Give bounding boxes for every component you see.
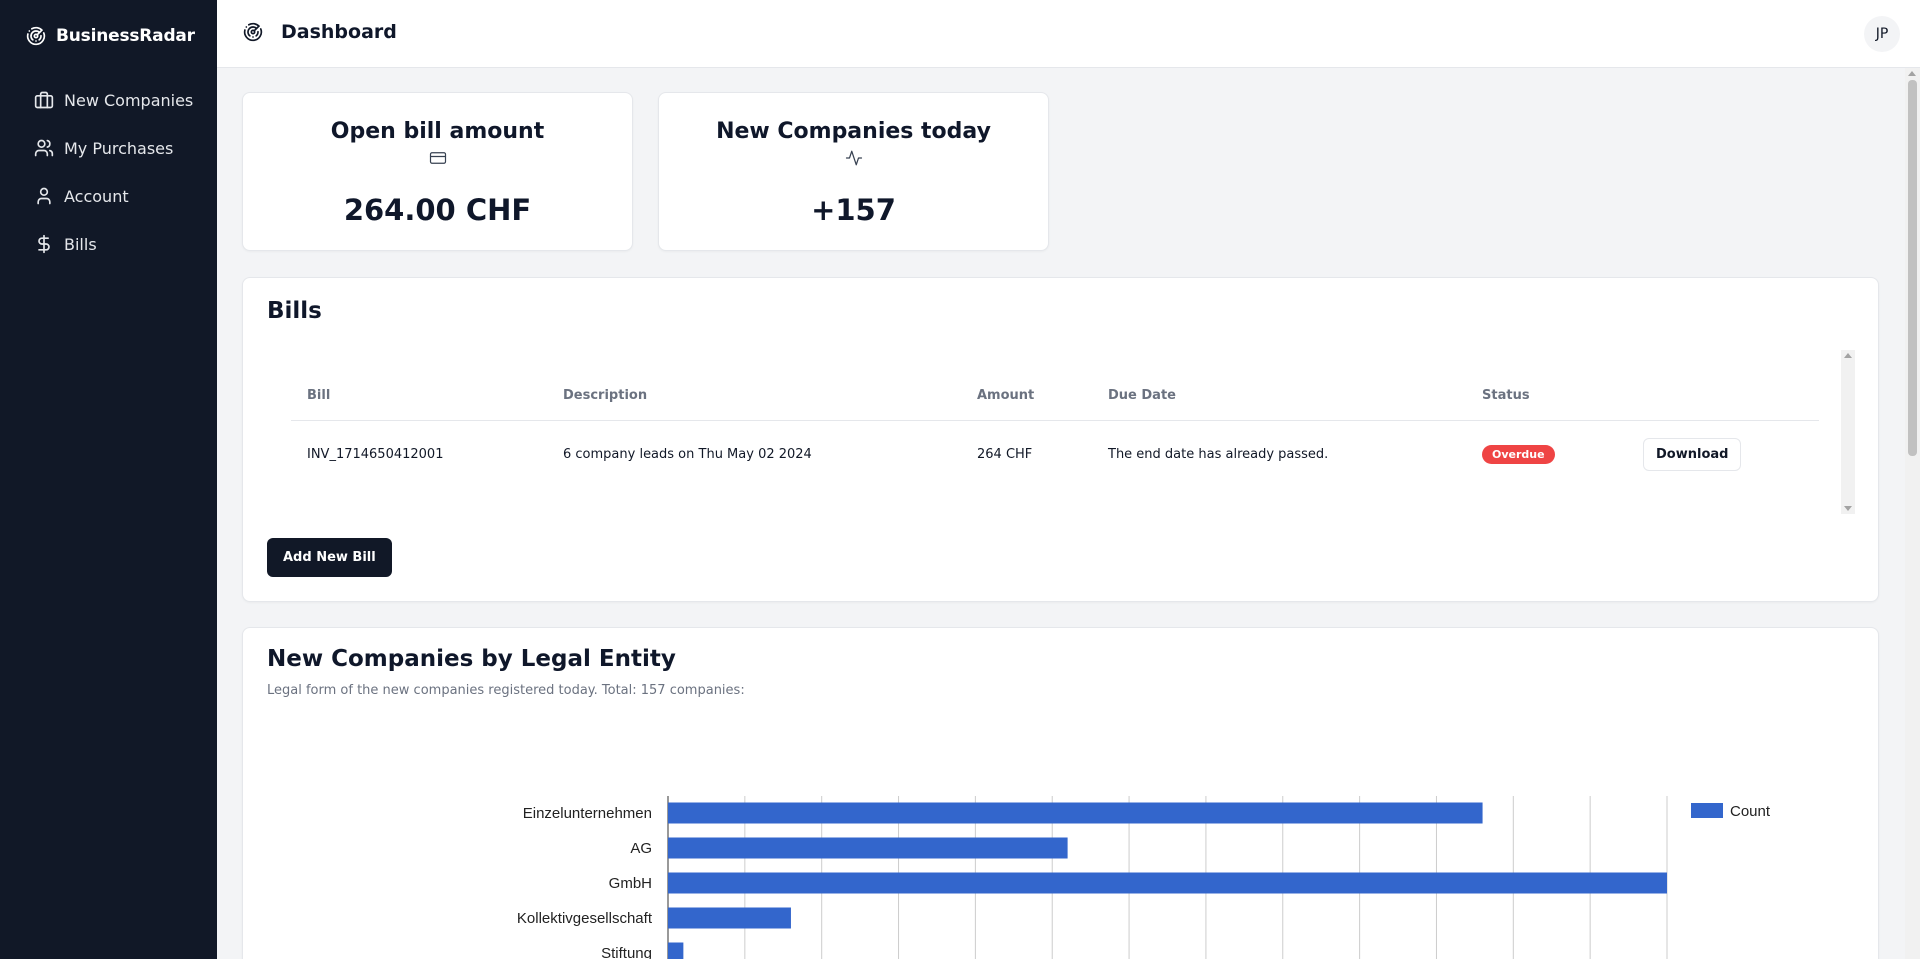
bill-status-cell: Overdue bbox=[1466, 420, 1627, 488]
bill-id: INV_1714650412001 bbox=[307, 446, 444, 462]
chart-bar[interactable] bbox=[668, 942, 684, 959]
col-status: Status bbox=[1466, 372, 1627, 421]
col-description: Description bbox=[547, 372, 961, 421]
stat-icon-wrap bbox=[243, 149, 632, 167]
add-new-bill-button[interactable]: Add New Bill bbox=[267, 538, 392, 577]
scrollbar-thumb[interactable] bbox=[1908, 80, 1917, 456]
bills-table-scroll[interactable]: Bill Description Amount Due Date Status … bbox=[267, 350, 1865, 514]
briefcase-icon bbox=[34, 91, 54, 109]
radar-logo-icon bbox=[26, 26, 46, 46]
radar-logo-icon bbox=[243, 22, 263, 42]
page-scrollbar[interactable] bbox=[1905, 68, 1920, 959]
topbar: Dashboard JP bbox=[217, 0, 1920, 68]
sidebar-item-label: My Purchases bbox=[64, 138, 174, 158]
sidebar-item-label: New Companies bbox=[64, 90, 194, 110]
scroll-up-icon[interactable] bbox=[1844, 353, 1852, 358]
legal-entity-bar-chart: Einzelunternehmen AG GmbH Kollektivgesellsc… bbox=[517, 796, 1771, 959]
sidebar-item-label: Bills bbox=[64, 234, 97, 254]
stat-title: New Companies today bbox=[716, 119, 991, 144]
scroll-up-icon[interactable] bbox=[1908, 71, 1916, 76]
page-title: Dashboard bbox=[281, 21, 397, 43]
chart-legend-label: Count bbox=[1730, 803, 1771, 820]
scroll-down-icon[interactable] bbox=[1844, 506, 1852, 511]
bill-action-cell: Download bbox=[1627, 420, 1819, 488]
col-bill: Bill bbox=[291, 372, 547, 421]
brand-name: BusinessRadar bbox=[56, 26, 195, 46]
stat-title: Open bill amount bbox=[330, 119, 545, 144]
sidebar-item-label: Account bbox=[64, 186, 129, 206]
chart-bar[interactable] bbox=[668, 802, 1483, 824]
activity-icon bbox=[845, 150, 862, 166]
chart-legend-swatch bbox=[1691, 803, 1723, 818]
bills-table: Bill Description Amount Due Date Status … bbox=[291, 372, 1819, 488]
col-amount: Amount bbox=[961, 372, 1092, 421]
chart-category-label: GmbH bbox=[609, 875, 652, 892]
sidebar-item-account[interactable]: Account bbox=[34, 172, 193, 220]
chart-category-label: Stiftung bbox=[601, 945, 652, 959]
chart-category-label: Einzelunternehmen bbox=[523, 805, 652, 822]
chart-bar[interactable] bbox=[668, 872, 1667, 894]
status-badge: Overdue bbox=[1482, 444, 1555, 464]
legal-entity-card: New Companies by Legal Entity Legal form… bbox=[242, 627, 1879, 959]
download-button[interactable]: Download bbox=[1643, 437, 1742, 471]
sidebar-item-new-companies[interactable]: New Companies bbox=[34, 76, 193, 124]
table-scrollbar[interactable] bbox=[1841, 350, 1855, 514]
chart-card-title: New Companies by Legal Entity bbox=[267, 646, 676, 672]
chart-category-label: Kollektivgesellschaft bbox=[517, 910, 653, 927]
bills-card: Bills Bill Description Amount Due Date S… bbox=[242, 277, 1879, 602]
bill-amount: 264 CHF bbox=[977, 446, 1033, 462]
avatar[interactable]: JP bbox=[1864, 16, 1900, 52]
bill-description: 6 company leads on Thu May 02 2024 bbox=[563, 446, 812, 462]
chart-category-label: AG bbox=[630, 840, 652, 857]
sidebar-item-bills[interactable]: Bills bbox=[34, 220, 193, 268]
users-icon bbox=[34, 139, 54, 157]
bill-due-date: The end date has already passed. bbox=[1108, 446, 1329, 462]
bills-title: Bills bbox=[267, 298, 322, 324]
dollar-icon bbox=[38, 234, 50, 254]
user-icon bbox=[37, 187, 51, 205]
table-row: INV_1714650412001 6 company leads on Thu… bbox=[291, 420, 1819, 488]
main-content: Open bill amount 264.00 CHF New Companie… bbox=[217, 68, 1920, 959]
chart-bar[interactable] bbox=[668, 837, 1068, 859]
stat-value: +157 bbox=[811, 193, 896, 227]
sidebar-nav: New Companies My Purchases Account Bills bbox=[34, 76, 193, 268]
stat-value: 264.00 CHF bbox=[343, 193, 532, 227]
header-logo[interactable] bbox=[243, 22, 263, 46]
stat-icon-wrap bbox=[659, 149, 1048, 167]
col-due-date: Due Date bbox=[1092, 372, 1466, 421]
sidebar-item-my-purchases[interactable]: My Purchases bbox=[34, 124, 193, 172]
table-header-row: Bill Description Amount Due Date Status bbox=[291, 372, 1819, 421]
col-action bbox=[1627, 372, 1819, 421]
chart-card-subtitle: Legal form of the new companies register… bbox=[267, 683, 745, 698]
credit-card-icon bbox=[429, 152, 446, 164]
chart-bar[interactable] bbox=[668, 907, 791, 929]
brand[interactable]: BusinessRadar bbox=[26, 26, 195, 46]
stat-card-open-bill: Open bill amount 264.00 CHF bbox=[242, 92, 633, 251]
sidebar: BusinessRadar New Companies My Purchases… bbox=[0, 0, 217, 959]
stat-card-new-companies: New Companies today +157 bbox=[658, 92, 1049, 251]
